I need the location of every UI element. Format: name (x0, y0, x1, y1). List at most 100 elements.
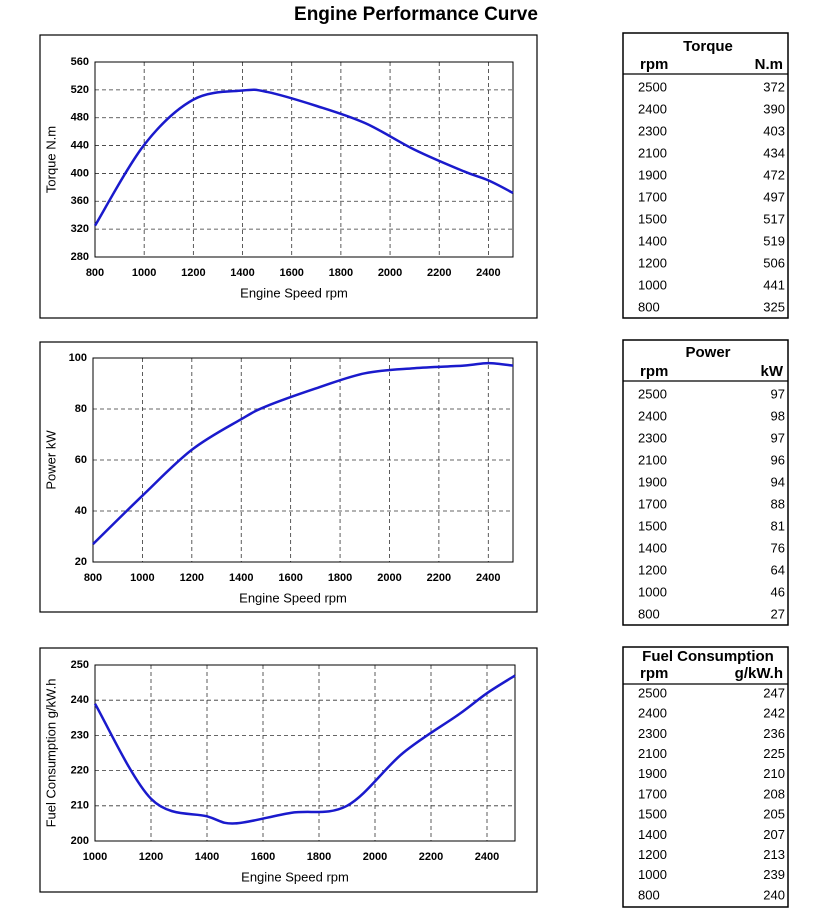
table-cell: 2100 (638, 746, 667, 761)
table-title: Power (685, 344, 730, 361)
table-cell: 1400 (638, 827, 667, 842)
table-cell: 800 (638, 887, 660, 902)
table-cell: 2400 (638, 408, 667, 423)
x-tick-label: 2400 (475, 851, 499, 863)
table-cell: 2400 (638, 706, 667, 721)
table-cell: 236 (763, 726, 785, 741)
y-tick-label: 40 (75, 505, 87, 517)
table-cell: 1400 (638, 233, 667, 248)
y-tick-label: 250 (71, 659, 89, 671)
x-tick-label: 1400 (230, 267, 254, 279)
table-frame (622, 646, 789, 908)
chart-frame (39, 647, 538, 893)
table-cell: 81 (771, 518, 785, 533)
table-cell: 800 (638, 299, 660, 314)
table-cell: 2300 (638, 430, 667, 445)
x-tick-label: 1600 (279, 267, 303, 279)
x-tick-label: 2400 (476, 267, 500, 279)
y-tick-label: 210 (71, 800, 89, 812)
table-cell: 1700 (638, 786, 667, 801)
x-tick-label: 2400 (476, 572, 500, 584)
table-cell: 506 (763, 255, 785, 270)
table-cell: 403 (763, 123, 785, 138)
table-cell: 1700 (638, 496, 667, 511)
table-cell: 519 (763, 233, 785, 248)
table-cell: 1700 (638, 189, 667, 204)
x-tick-label: 1600 (278, 572, 302, 584)
table-cell: 497 (763, 189, 785, 204)
table-cell: 372 (763, 79, 785, 94)
y-tick-label: 100 (69, 352, 87, 364)
table-cell: 1000 (638, 867, 667, 882)
x-tick-label: 2000 (377, 572, 401, 584)
y-tick-label: 230 (71, 729, 89, 741)
x-tick-label: 1200 (139, 851, 163, 863)
table-cell: 1900 (638, 766, 667, 781)
table-cell: 1500 (638, 807, 667, 822)
y-tick-label: 200 (71, 835, 89, 847)
table-cell: 2300 (638, 726, 667, 741)
table-cell: 240 (763, 887, 785, 902)
table-cell: 213 (763, 847, 785, 862)
x-tick-label: 800 (86, 267, 104, 279)
x-tick-label: 1400 (195, 851, 219, 863)
table-cell: 1200 (638, 562, 667, 577)
x-tick-label: 1400 (229, 572, 253, 584)
table-cell: 225 (763, 746, 785, 761)
table-cell: 208 (763, 786, 785, 801)
x-axis-label: Engine Speed rpm (241, 869, 349, 884)
x-tick-label: 2200 (427, 572, 451, 584)
y-tick-label: 220 (71, 765, 89, 777)
table-cell: 97 (771, 430, 785, 445)
x-tick-label: 1000 (130, 572, 154, 584)
table-cell: 239 (763, 867, 785, 882)
table-cell: 96 (771, 452, 785, 467)
table-cell: 800 (638, 606, 660, 621)
table-cell: 247 (763, 685, 785, 700)
column-header: N.m (755, 56, 783, 73)
y-tick-label: 400 (71, 167, 89, 179)
table-title: Torque (683, 38, 733, 55)
column-header: kW (761, 363, 784, 380)
table-cell: 1200 (638, 255, 667, 270)
y-tick-label: 20 (75, 556, 87, 568)
table-cell: 97 (771, 386, 785, 401)
x-tick-label: 2000 (378, 267, 402, 279)
line-series (92, 361, 514, 546)
y-tick-label: 520 (71, 84, 89, 96)
y-tick-label: 560 (71, 56, 89, 68)
table-cell: 88 (771, 496, 785, 511)
x-tick-label: 2200 (427, 267, 451, 279)
table-cell: 517 (763, 211, 785, 226)
page-title: Engine Performance Curve (294, 4, 538, 25)
chart-frame (39, 341, 538, 613)
table-cell: 1500 (638, 518, 667, 533)
column-header: rpm (640, 363, 668, 380)
x-axis-label: Engine Speed rpm (239, 590, 347, 605)
column-header: rpm (640, 665, 668, 682)
table-cell: 1000 (638, 584, 667, 599)
column-header: rpm (640, 56, 668, 73)
x-tick-label: 1000 (83, 851, 107, 863)
table-cell: 2300 (638, 123, 667, 138)
table-cell: 2100 (638, 452, 667, 467)
plot-area (92, 357, 514, 563)
table-cell: 390 (763, 101, 785, 116)
y-tick-label: 60 (75, 454, 87, 466)
table-title: Fuel Consumption (642, 648, 774, 665)
table-cell: 1900 (638, 167, 667, 182)
table-cell: 205 (763, 807, 785, 822)
y-axis-label: Power kW (43, 430, 58, 490)
x-tick-label: 1200 (181, 267, 205, 279)
table-cell: 98 (771, 408, 785, 423)
y-axis-label: Fuel Consumption g/kW.h (43, 679, 58, 828)
table-cell: 27 (771, 606, 785, 621)
x-tick-label: 800 (84, 572, 102, 584)
table-cell: 207 (763, 827, 785, 842)
plot-area (94, 61, 514, 258)
table-cell: 472 (763, 167, 785, 182)
y-tick-label: 360 (71, 195, 89, 207)
x-tick-label: 2200 (419, 851, 443, 863)
table-cell: 2500 (638, 685, 667, 700)
